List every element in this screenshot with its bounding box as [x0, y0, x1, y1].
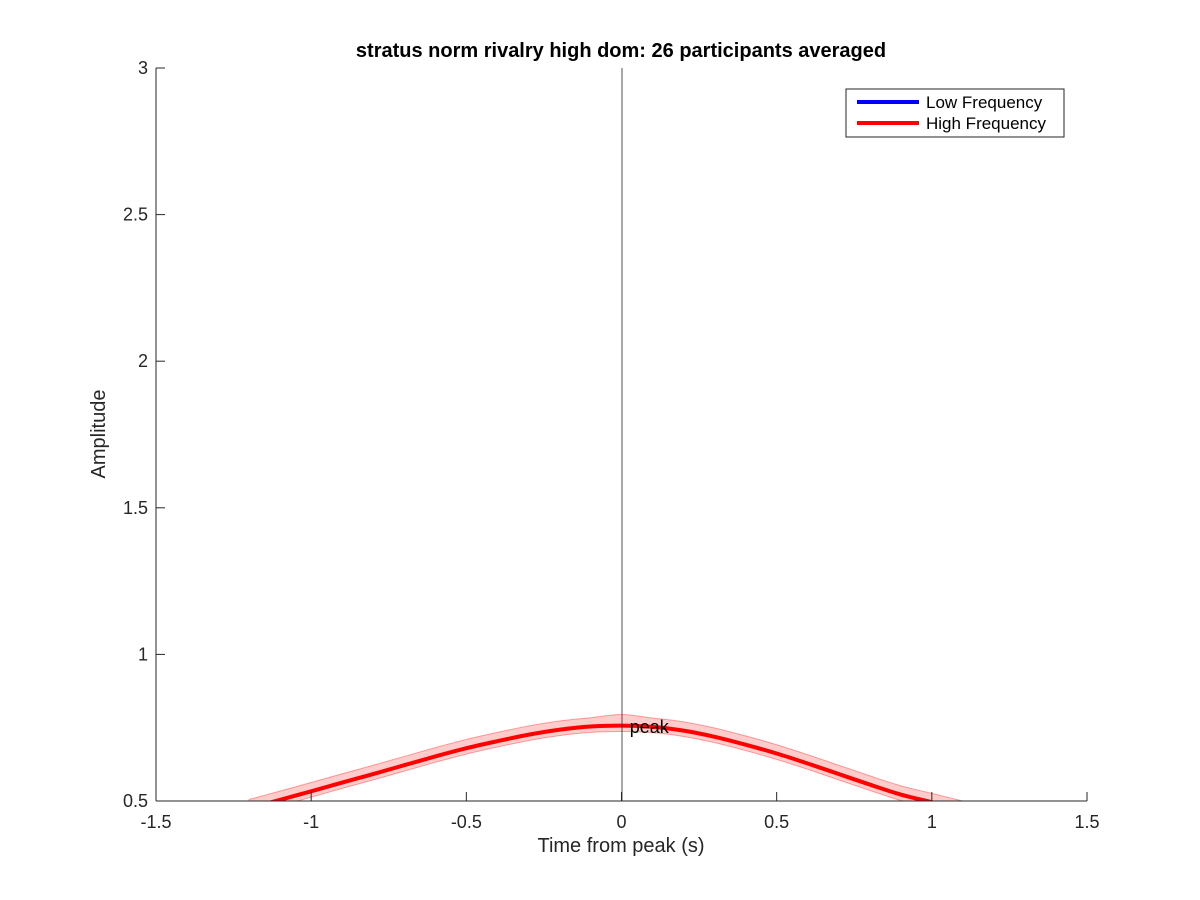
y-tick-label: 2.5 — [123, 205, 148, 225]
legend-box — [845, 88, 1065, 138]
y-tick-label: 0.5 — [123, 791, 148, 811]
x-tick-label: 1 — [927, 812, 937, 832]
y-tick-label: 2 — [138, 351, 148, 371]
y-tick-label: 3 — [138, 58, 148, 78]
legend: Low Frequency High Frequency — [845, 88, 1065, 138]
x-tick-label: 1.5 — [1074, 812, 1099, 832]
y-axis-label: Amplitude — [88, 390, 110, 479]
x-tick-label: 0 — [616, 812, 626, 832]
x-tick-label: -1 — [303, 812, 319, 832]
x-tick-label: -0.5 — [451, 812, 482, 832]
plot-area — [248, 714, 964, 801]
chart-title: stratus norm rivalry high dom: 26 partic… — [356, 40, 886, 62]
y-tick-label: 1 — [138, 644, 148, 664]
y-tick-label: 1.5 — [123, 498, 148, 518]
legend-label-high-frequency: High Frequency — [926, 114, 1047, 133]
high-frequency-line — [268, 723, 936, 801]
x-axis: -1.5 -1 -0.5 0 0.5 1 1.5 Time from peak (s) — [140, 792, 1100, 857]
peak-annotation: peak — [630, 717, 670, 737]
x-tick-label: -1.5 — [140, 812, 171, 832]
x-axis-label: Time from peak (s) — [537, 835, 704, 857]
y-axis: 0.5 1 1.5 2 2.5 3 Amplitude — [88, 58, 165, 811]
x-tick-label: 0.5 — [764, 812, 789, 832]
legend-label-low-frequency: Low Frequency — [926, 93, 1043, 112]
